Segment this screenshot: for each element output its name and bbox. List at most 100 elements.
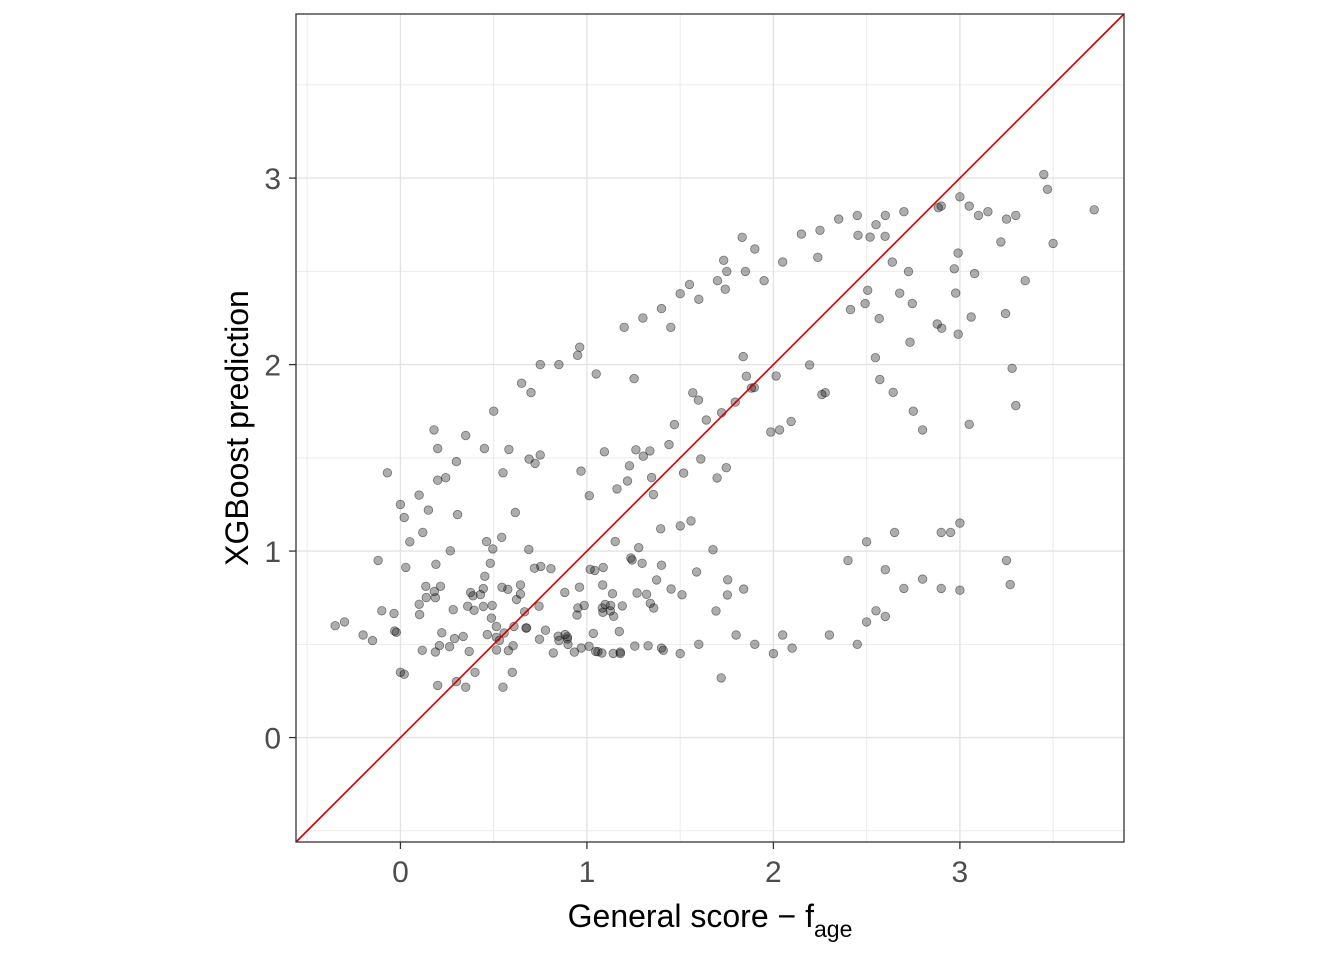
data-point	[585, 564, 595, 575]
data-point	[627, 555, 637, 565]
data-point	[548, 648, 559, 658]
data-point	[576, 466, 586, 476]
data-point	[516, 378, 527, 388]
data-point	[937, 323, 947, 333]
data-point	[738, 351, 748, 362]
data-point	[486, 613, 497, 623]
data-point	[1039, 169, 1049, 180]
data-point	[441, 473, 451, 483]
data-point	[888, 387, 898, 398]
data-point	[449, 633, 460, 644]
data-point	[656, 303, 667, 314]
data-point	[853, 230, 863, 241]
data-point	[865, 232, 875, 242]
data-point	[399, 512, 409, 523]
data-point	[684, 279, 695, 290]
data-point	[649, 603, 659, 613]
data-point	[497, 582, 507, 593]
data-point	[675, 521, 686, 531]
data-point	[624, 461, 635, 471]
data-point	[491, 645, 502, 655]
data-point	[534, 601, 544, 611]
data-point	[590, 565, 600, 576]
x-axis: 0 1 2 3	[392, 842, 968, 889]
data-point	[367, 635, 378, 646]
data-point	[638, 313, 648, 323]
data-point	[530, 458, 540, 469]
data-point	[464, 646, 474, 657]
data-point	[731, 630, 741, 640]
data-point	[666, 584, 676, 594]
data-point	[899, 583, 909, 594]
data-point	[526, 387, 536, 398]
data-point	[598, 580, 608, 590]
data-point	[560, 587, 570, 598]
data-point	[503, 584, 513, 595]
data-point	[503, 646, 514, 656]
data-point	[955, 518, 965, 528]
data-point	[524, 544, 534, 555]
data-point	[433, 475, 443, 485]
data-point	[458, 631, 468, 642]
data-point	[669, 419, 680, 430]
x-tick-label: 1	[579, 856, 596, 889]
data-point	[746, 383, 757, 393]
data-point	[694, 294, 704, 305]
data-point	[588, 628, 599, 639]
data-point	[880, 611, 891, 622]
data-point	[598, 562, 608, 573]
data-point	[414, 490, 424, 500]
data-point	[433, 680, 443, 691]
data-point	[480, 571, 490, 582]
data-point	[593, 647, 603, 657]
data-point	[435, 581, 446, 592]
data-point	[646, 472, 657, 483]
data-point	[936, 201, 946, 211]
x-axis-title-subscript: age	[814, 916, 852, 942]
data-point	[608, 648, 618, 659]
data-point	[445, 546, 456, 556]
data-point	[750, 639, 760, 650]
data-point	[1048, 238, 1058, 249]
data-point	[871, 606, 881, 616]
data-point	[917, 425, 928, 435]
data-point	[475, 589, 486, 600]
data-point	[399, 669, 409, 679]
data-point	[964, 201, 974, 211]
data-point	[421, 581, 431, 592]
y-tick-label: 1	[264, 536, 281, 569]
data-point	[880, 565, 891, 575]
data-point	[675, 648, 685, 659]
data-point	[524, 454, 534, 464]
data-point	[461, 682, 471, 692]
data-point	[845, 304, 856, 315]
data-point	[497, 532, 507, 543]
data-point	[535, 359, 546, 370]
data-point	[778, 630, 788, 640]
data-point	[768, 648, 779, 659]
data-point	[619, 322, 629, 333]
data-point	[631, 445, 641, 455]
data-point	[510, 507, 521, 518]
data-point	[860, 298, 870, 309]
data-point	[560, 629, 570, 640]
data-point	[949, 264, 960, 274]
data-point	[572, 610, 582, 620]
data-point	[615, 648, 626, 659]
data-point	[953, 248, 963, 258]
data-point	[377, 606, 387, 616]
data-point	[637, 558, 647, 569]
data-point	[463, 601, 473, 611]
data-point	[562, 632, 573, 642]
data-point	[600, 599, 610, 610]
data-point	[711, 606, 721, 616]
data-point	[861, 537, 872, 547]
data-point	[414, 599, 424, 610]
data-point	[737, 232, 747, 243]
data-point	[666, 322, 676, 333]
data-point	[511, 594, 522, 605]
data-point	[936, 583, 946, 594]
data-point	[852, 210, 863, 221]
data-point	[658, 645, 669, 656]
